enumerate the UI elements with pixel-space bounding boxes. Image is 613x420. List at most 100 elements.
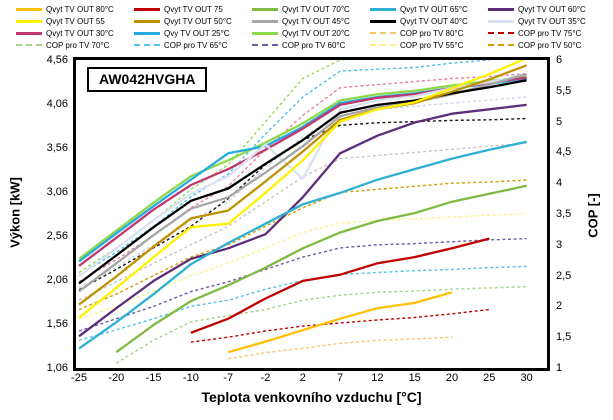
legend-label: Qvyt TV OUT 55 xyxy=(46,16,105,26)
y-left-tick-label: 2,56 xyxy=(46,230,68,242)
legend-swatch xyxy=(134,31,160,35)
y-left-tick-label: 1,56 xyxy=(46,318,68,330)
y-left-tick-label: 4,56 xyxy=(46,54,68,66)
y-left-tick-label: 3,06 xyxy=(46,186,68,198)
legend-item: Qvy TV OUT 25°C xyxy=(134,28,248,39)
legend-label: Qvyt TV OUT 80°C xyxy=(46,4,114,14)
legend-swatch xyxy=(16,44,42,46)
legend-item: Qvyt TV OUT 40°C xyxy=(370,16,484,27)
legend-label: COP pro TV 80°C xyxy=(400,28,464,38)
chart-canvas xyxy=(78,60,528,364)
x-tick-label: 7 xyxy=(337,372,344,384)
legend-item: COP pro TV 60°C xyxy=(252,40,366,51)
legend-item: Qvyt TV OUT 20°C xyxy=(252,28,366,39)
legend-label: COP pro TV 75°C xyxy=(518,28,582,38)
series-cop_tv_55 xyxy=(78,213,527,320)
series-qvyt_tv_40 xyxy=(78,79,527,285)
legend-item: Qvyt TV OUT 75 xyxy=(134,4,248,15)
legend-item: COP pro TV 55°C xyxy=(370,40,484,51)
y-right-tick-label: 2,5 xyxy=(556,269,572,282)
legend-swatch xyxy=(134,7,160,11)
legend-swatch xyxy=(370,19,396,23)
legend-label: Qvyt TV OUT 35°C xyxy=(518,16,586,26)
x-tick-label: 20 xyxy=(445,372,459,384)
x-tick-label: 2 xyxy=(299,372,306,384)
x-tick-label: -7 xyxy=(223,372,234,384)
legend-swatch xyxy=(252,19,278,23)
legend-label: COP pro TV 70°C xyxy=(46,40,110,50)
legend-label: COP pro TV 60°C xyxy=(282,40,346,50)
series-qvyt_tv_20 xyxy=(78,74,527,260)
y-right-tick-label: 1 xyxy=(556,362,563,374)
legend-swatch xyxy=(370,7,396,11)
series-cop_tv_80 xyxy=(228,336,453,360)
y-right-tick-label: 5 xyxy=(556,115,563,128)
legend-item: COP pro TV 65°C xyxy=(134,40,248,51)
legend-label: Qvyt TV OUT 75 xyxy=(164,4,223,14)
series-cop_tv_50 xyxy=(78,179,527,311)
legend-item: Qvyt TV OUT 55 xyxy=(16,16,130,27)
legend-label: Qvyt TV OUT 20°C xyxy=(282,28,350,38)
y-right-tick-label: 1,5 xyxy=(556,331,572,344)
y-left-tick-label: 1,06 xyxy=(46,362,68,374)
legend-item: Qvyt TV OUT 35°C xyxy=(488,16,602,27)
x-axis-title: Teplota venkovního vzduchu [°C] xyxy=(201,389,422,405)
y-right-tick-label: 5,5 xyxy=(556,84,572,97)
legend-item: Qvyt TV OUT 80°C xyxy=(16,4,130,15)
legend-swatch xyxy=(16,19,42,23)
legend-swatch xyxy=(252,44,278,46)
series-qvyt_tv_55 xyxy=(78,60,526,319)
series-cop_tv_70 xyxy=(115,286,527,364)
y-left-tick-label: 2,06 xyxy=(46,274,68,286)
chart-title: AW042HVGHA xyxy=(87,67,208,92)
y-right-tick-label: 3 xyxy=(556,238,563,251)
legend-swatch xyxy=(134,19,160,23)
series-qvyt_tv_45 xyxy=(78,72,527,293)
y-right-tick-label: 4 xyxy=(556,177,563,190)
series-qvyt_tv_80 xyxy=(227,291,453,354)
legend-item: COP pro TV 70°C xyxy=(16,40,130,51)
series-cop_tv_45 xyxy=(78,142,527,301)
x-tick-label: -15 xyxy=(145,372,162,384)
legend-label: COP pro TV 55°C xyxy=(400,40,464,50)
x-tick-label: 25 xyxy=(483,372,496,384)
legend-item: Qvyt TV OUT 70°C xyxy=(252,4,366,15)
legend-swatch xyxy=(488,7,514,11)
legend-item: Qvyt TV OUT 60°C xyxy=(488,4,602,15)
x-tick-label: 12 xyxy=(371,372,384,384)
legend-swatch xyxy=(16,31,42,35)
series-qvyt_tv_75 xyxy=(190,237,490,334)
y-right-tick-label: 2 xyxy=(556,300,563,313)
x-tick-label: -25 xyxy=(71,372,87,384)
legend-item: Qvyt TV OUT 65°C xyxy=(370,4,484,15)
legend-label: COP pro TV 65°C xyxy=(164,40,228,50)
legend-item: COP pro TV 80°C xyxy=(370,28,484,39)
legend-swatch xyxy=(370,32,396,34)
legend-label: Qvyt TV OUT 40°C xyxy=(400,16,468,26)
y-left-tick-label: 4,06 xyxy=(46,98,68,110)
series-qvyt_tv_50 xyxy=(78,64,528,306)
legend-swatch xyxy=(252,7,278,11)
series-cop_tv_35 xyxy=(78,96,527,289)
y-right-tick-label: 6 xyxy=(556,54,563,66)
legend-label: Qvyt TV OUT 45°C xyxy=(282,16,350,26)
y-left-tick-label: 3,56 xyxy=(46,142,68,154)
legend-item: Qvyt TV OUT 45°C xyxy=(252,16,366,27)
y-axis-left-title: Výkon [kW] xyxy=(7,177,23,248)
y-right-tick-label: 4,5 xyxy=(556,146,572,159)
series-qvyt_tv_60 xyxy=(78,103,527,338)
chart-legend: Qvyt TV OUT 80°C Qvyt TV OUT 75 Qvyt TV OU… xyxy=(16,3,602,51)
legend-item: COP pro TV 50°C xyxy=(488,40,602,51)
series-qvyt_tv_65 xyxy=(78,140,527,350)
x-tick-label: -20 xyxy=(108,372,125,384)
x-tick-label: -2 xyxy=(260,372,271,384)
legend-swatch xyxy=(488,19,514,23)
legend-label: Qvy TV OUT 25°C xyxy=(164,28,230,38)
legend-swatch xyxy=(16,7,42,11)
x-tick-label: -10 xyxy=(182,372,199,384)
legend-swatch xyxy=(370,44,396,46)
legend-label: Qvyt TV OUT 65°C xyxy=(400,4,468,14)
legend-item: COP pro TV 75°C xyxy=(488,28,602,39)
legend-swatch xyxy=(488,32,514,34)
